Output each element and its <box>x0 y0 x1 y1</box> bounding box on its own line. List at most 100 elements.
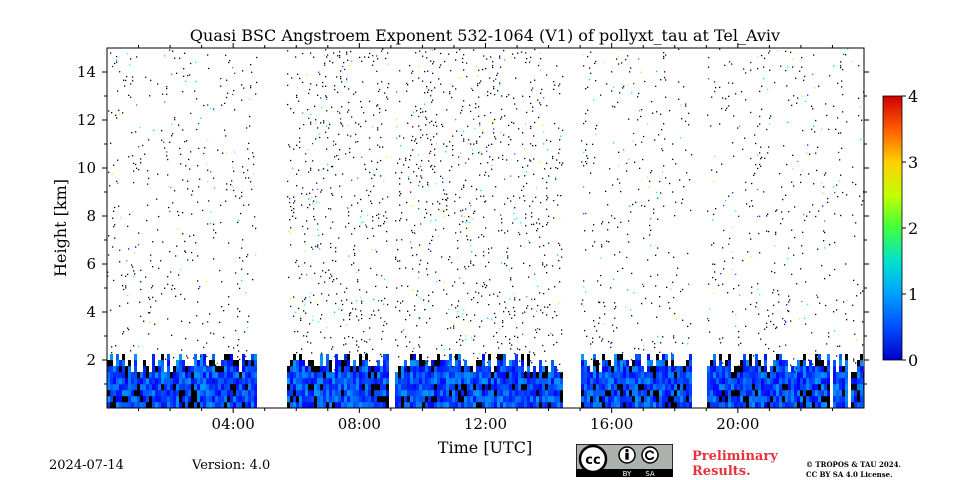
heatmap-cell <box>368 56 370 58</box>
heatmap-cell <box>179 390 182 397</box>
heatmap-column <box>545 74 549 408</box>
heatmap-cell <box>327 163 329 166</box>
heatmap-cell <box>840 214 842 217</box>
heatmap-cell <box>346 287 348 289</box>
heatmap-cell <box>134 354 137 361</box>
heatmap-cell <box>734 396 737 403</box>
heatmap-cell <box>802 170 804 172</box>
heatmap-cell <box>388 83 390 85</box>
heatmap-cell <box>399 219 401 222</box>
heatmap-cell <box>591 358 593 361</box>
heatmap-cell <box>451 304 453 306</box>
heatmap-cell <box>610 287 612 289</box>
heatmap-cell <box>521 378 524 385</box>
heatmap-cell <box>644 402 647 408</box>
heatmap-cell <box>543 143 545 145</box>
heatmap-cell <box>409 64 411 67</box>
heatmap-cell <box>119 396 122 403</box>
chart-title: Quasi BSC Angstroem Exponent 532-1064 (V… <box>190 26 780 45</box>
heatmap-cell <box>815 313 817 316</box>
heatmap-cell <box>529 61 531 63</box>
heatmap-cell <box>158 390 161 397</box>
heatmap-column <box>524 52 528 408</box>
heatmap-cell <box>161 360 164 367</box>
heatmap-cell <box>353 378 356 385</box>
heatmap-cell <box>794 402 797 408</box>
heatmap-cell <box>716 396 719 403</box>
heatmap-cell <box>818 384 821 391</box>
heatmap-cell <box>180 293 182 296</box>
heatmap-cell <box>524 175 526 177</box>
heatmap-cell <box>374 366 377 373</box>
heatmap-cell <box>334 156 336 158</box>
heatmap-cell <box>215 366 218 373</box>
heatmap-cell <box>386 323 388 325</box>
heatmap-cell <box>674 390 677 397</box>
heatmap-cell <box>713 378 716 385</box>
heatmap-cell <box>153 129 155 132</box>
heatmap-cell <box>665 372 668 379</box>
heatmap-column <box>227 59 231 408</box>
heatmap-cell <box>191 402 194 408</box>
heatmap-cell <box>833 65 835 67</box>
heatmap-cell <box>459 277 461 279</box>
heatmap-cell <box>321 106 323 109</box>
heatmap-cell <box>528 276 530 278</box>
heatmap-cell <box>759 115 761 118</box>
heatmap-cell <box>210 222 212 225</box>
heatmap-cell <box>647 360 650 367</box>
heatmap-cell <box>182 91 184 93</box>
heatmap-cell <box>827 201 829 204</box>
heatmap-cell <box>757 288 759 291</box>
heatmap-cell <box>310 83 312 85</box>
heatmap-cell <box>200 396 203 403</box>
heatmap-cell <box>761 108 763 110</box>
heatmap-cell <box>339 56 341 59</box>
heatmap-cell <box>666 286 668 288</box>
heatmap-cell <box>560 402 563 408</box>
heatmap-cell <box>412 126 414 128</box>
heatmap-cell <box>629 384 632 391</box>
heatmap-cell <box>760 146 762 148</box>
heatmap-cell <box>473 49 475 51</box>
heatmap-cell <box>290 227 292 229</box>
heatmap-cell <box>473 372 476 379</box>
heatmap-cell <box>749 372 752 379</box>
heatmap-cell <box>482 130 484 132</box>
heatmap-cell <box>492 159 494 161</box>
heatmap-cell <box>728 105 730 107</box>
heatmap-cell <box>551 402 554 408</box>
heatmap-cell <box>678 98 680 100</box>
heatmap-cell <box>757 188 759 191</box>
heatmap-cell <box>161 366 164 373</box>
heatmap-cell <box>735 93 737 95</box>
heatmap-cell <box>787 258 789 260</box>
heatmap-cell <box>182 211 184 214</box>
heatmap-cell <box>727 292 729 294</box>
heatmap-cell <box>860 384 863 391</box>
heatmap-cell <box>638 92 640 95</box>
heatmap-cell <box>487 94 489 97</box>
heatmap-cell <box>604 313 606 315</box>
heatmap-cell <box>525 217 527 219</box>
heatmap-cell <box>121 274 123 276</box>
heatmap-cell <box>581 354 584 361</box>
heatmap-cell <box>686 378 689 385</box>
heatmap-cell <box>363 221 365 223</box>
heatmap-cell <box>359 56 361 59</box>
heatmap-cell <box>542 264 544 266</box>
heatmap-cell <box>663 123 665 125</box>
heatmap-cell <box>542 390 545 397</box>
heatmap-cell <box>524 378 527 385</box>
heatmap-cell <box>732 82 734 84</box>
heatmap-cell <box>488 402 491 408</box>
heatmap-cell <box>111 111 113 114</box>
heatmap-cell <box>478 115 480 117</box>
heatmap-cell <box>584 372 587 379</box>
heatmap-cell <box>522 312 524 314</box>
cc-license-badge[interactable]: cc BY SA <box>576 444 673 477</box>
heatmap-cell <box>506 95 508 98</box>
heatmap-cell <box>514 103 516 105</box>
heatmap-cell <box>149 321 151 323</box>
heatmap-cell <box>738 336 740 338</box>
